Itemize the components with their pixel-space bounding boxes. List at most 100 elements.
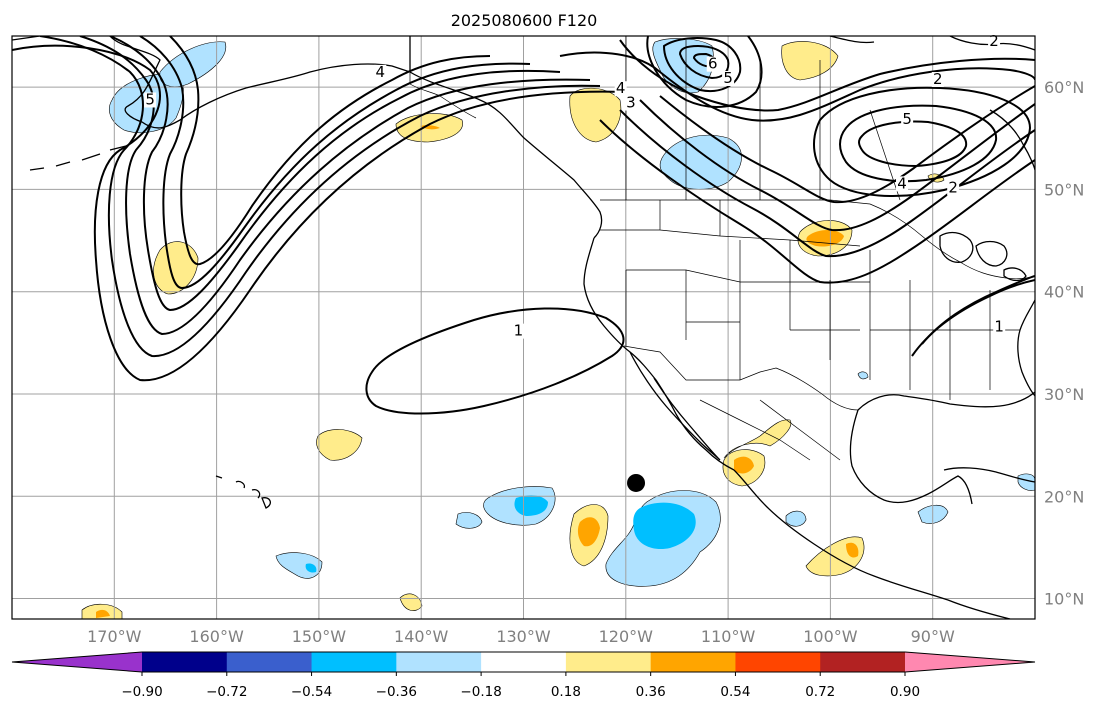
atlantic-coast — [1017, 299, 1035, 397]
positive-area-oaxaca-core — [846, 542, 859, 558]
contour-trough-1 — [599, 119, 1035, 284]
alaska-coast — [12, 36, 411, 129]
latitude-tick-label: 40°N — [1044, 283, 1084, 302]
contour-label: 1 — [514, 322, 524, 340]
colorbar-tick-label: −0.90 — [121, 684, 162, 700]
colorbar-tick-label: −0.72 — [206, 684, 247, 700]
contour-canada-low-outer — [813, 86, 1032, 197]
contour-east-2 — [921, 275, 1035, 345]
latitude-tick-label: 20°N — [1044, 487, 1084, 506]
longitude-tick-label: 150°W — [292, 627, 347, 646]
positive-area-southwest-core — [96, 609, 110, 618]
contour-label: 2 — [989, 32, 999, 50]
colorbar-bin — [565, 652, 652, 672]
contour-label-halo — [614, 81, 627, 97]
longitude-tick-label: 90°W — [911, 627, 955, 646]
contour-canada-low-core — [858, 120, 968, 168]
longitude-tick-label: 140°W — [394, 627, 449, 646]
positive-area-pacific-west-core — [577, 517, 600, 547]
contour-label-halo — [993, 319, 1006, 335]
negative-area-hawaii-core — [305, 563, 317, 573]
colorbar-bin — [311, 652, 397, 672]
state-borders — [600, 200, 1020, 400]
colorbar-tick-label: −0.18 — [460, 684, 501, 700]
us-mexico-border — [623, 345, 859, 411]
colorbar-extend-max — [905, 652, 1035, 672]
map-title: 2025080600 F120 — [451, 11, 598, 30]
storm-center-marker — [627, 473, 646, 492]
gulf-coast — [849, 391, 1035, 505]
longitude-tick-label: 120°W — [599, 627, 654, 646]
contour-label: 1 — [994, 318, 1004, 336]
hawaii-islands — [215, 475, 271, 509]
positive-area-mexico-core — [734, 456, 754, 474]
contour-label-halo — [624, 95, 637, 111]
latitude-tick-label: 10°N — [1044, 590, 1084, 609]
contour-label: 3 — [626, 94, 636, 112]
contour-label: 4 — [897, 174, 907, 192]
colorbar-tick-label: 0.36 — [636, 684, 666, 700]
longitude-tick-label: 100°W — [803, 627, 858, 646]
contour-label: 4 — [376, 63, 386, 81]
colorbar-extend-min — [12, 652, 142, 672]
colorbar-tick-label: 0.54 — [720, 684, 750, 700]
longitude-tick-label: 130°W — [496, 627, 551, 646]
colorbar-tick-label: 0.72 — [805, 684, 835, 700]
colorbar-tick-label: 0.18 — [551, 684, 581, 700]
contour-label-halo — [722, 71, 735, 87]
positive-area-baja-south — [723, 419, 792, 459]
contour-low-5 — [39, 36, 601, 358]
contour-label-halo — [512, 323, 525, 339]
contour-lines — [12, 36, 1035, 415]
contour-label: 5 — [902, 110, 912, 128]
colorbar-bin — [481, 652, 567, 672]
contour-label: 4 — [616, 79, 626, 97]
contour-high-2 — [619, 39, 1035, 112]
cuba — [943, 467, 1035, 483]
negative-area-core — [633, 502, 696, 550]
aleutian-islands — [29, 145, 127, 171]
contour-pacific-1 — [365, 307, 625, 415]
negative-area-texas — [857, 371, 869, 380]
colorbar-tick-label: −0.54 — [291, 684, 332, 700]
contour-yukon-low-1 — [646, 36, 763, 108]
contour-yukon-low-2 — [662, 37, 742, 92]
coastlines — [12, 36, 1035, 619]
positive-area-central-pacific-north — [316, 429, 363, 461]
colorbar-bin — [142, 652, 228, 672]
contour-low-2 — [139, 36, 531, 290]
contour-trough-3 — [639, 99, 1035, 232]
longitude-labels: 170°W 160°W 150°W 140°W 130°W 120°W 110°W 100°W… — [87, 627, 955, 646]
colorbar: −0.90 −0.72 −0.54 −0.36 −0.18 0.18 0.36 0.54 0.7… — [11, 651, 1036, 700]
negative-area-west — [455, 512, 483, 529]
contour-label-halo — [931, 72, 944, 88]
contour-low-outer — [12, 44, 627, 382]
contour-label: 2 — [948, 178, 958, 196]
latitude-tick-label: 50°N — [1044, 180, 1084, 199]
contour-label-halo — [896, 176, 909, 192]
contour-trough-4 — [659, 85, 1035, 204]
contour-label-halo — [144, 92, 157, 108]
negative-area-gulf — [1017, 473, 1035, 491]
contour-canada-low-inner — [839, 104, 998, 183]
colorbar-bin — [820, 652, 906, 672]
longitude-tick-label: 110°W — [701, 627, 756, 646]
contour-low-3 — [109, 36, 561, 312]
contour-label-halo — [988, 34, 1001, 50]
longitude-tick-label: 170°W — [87, 627, 142, 646]
colorbar-tick-label: −0.36 — [376, 684, 417, 700]
colorbar-bin — [650, 652, 736, 672]
colorbar-tick-label: 0.90 — [890, 684, 920, 700]
map-frame — [11, 35, 1036, 620]
colorbar-bin — [396, 652, 482, 672]
contour-label: 2 — [933, 70, 943, 88]
contour-label: 5 — [145, 90, 155, 108]
negative-area-central-core — [514, 495, 548, 516]
us-west-coast — [583, 237, 735, 471]
political-borders — [409, 36, 1035, 461]
contour-label: 6 — [708, 55, 718, 73]
contour-yukon-low-3 — [678, 44, 730, 80]
